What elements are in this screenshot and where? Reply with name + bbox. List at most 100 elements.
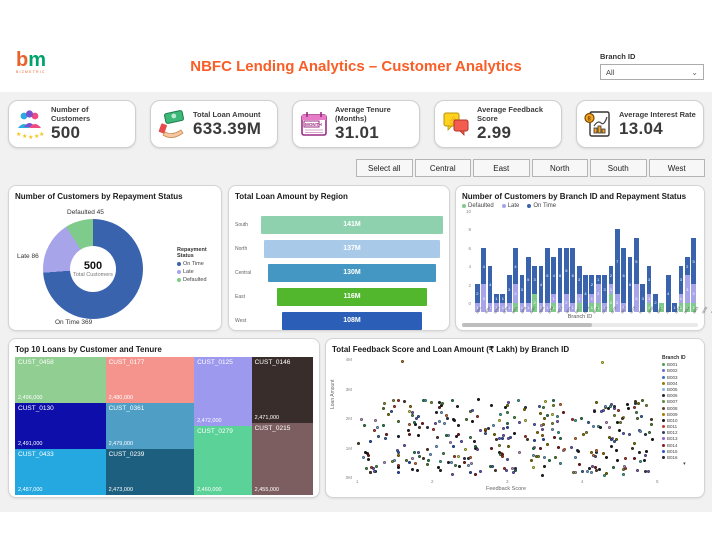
region-filter-north[interactable]: North (531, 159, 588, 177)
stacked-bar-segment: 3 (602, 275, 607, 303)
treemap-cell-cust_0215[interactable]: CUST_0215 2,455,000 (251, 422, 313, 495)
scatter-point (372, 470, 376, 474)
stacked-bar[interactable]: 3 (640, 284, 646, 312)
scatter-point (440, 410, 444, 414)
stacked-bar-segment: 2 (595, 284, 601, 303)
treemap-cell-cust_0177[interactable]: CUST_0177 2,480,000 (105, 357, 195, 404)
stacked-bar[interactable]: 1 (672, 302, 677, 312)
scatter-legend-item[interactable]: B007 (662, 399, 686, 404)
scatter-legend-item[interactable]: B016 (662, 455, 686, 460)
stacked-bar[interactable]: 1 (659, 302, 665, 312)
stacked-legend-item[interactable]: Late (501, 203, 519, 209)
stacked-bar[interactable]: 2 (653, 293, 658, 312)
treemap-cell-cust_0130[interactable]: CUST_0130 2,491,000 (15, 403, 106, 450)
region-filter-select-all[interactable]: Select all (356, 159, 413, 177)
treemap-cell-cust_0146[interactable]: CUST_0146 2,471,000 (251, 357, 313, 423)
funnel-bar-east[interactable]: 116M (277, 287, 427, 306)
funnel-bar-north[interactable]: 137M (263, 239, 441, 258)
kpi-card-number-of-customers[interactable]: ★ ★ ★ ★ ★ Number of Customers 500 (8, 100, 136, 148)
treemap-cell-cust_0279[interactable]: CUST_0279 2,460,000 (194, 426, 252, 495)
stacked-bar[interactable]: 6 (627, 256, 633, 312)
region-filter-east[interactable]: East (473, 159, 530, 177)
donut-legend-label: Defaulted (183, 277, 207, 283)
donut-legend-item[interactable]: On Time (177, 261, 217, 267)
legend-scroll-down-icon[interactable]: ▾ (683, 461, 686, 467)
treemap-cell-cust_0125[interactable]: CUST_0125 2,472,000 (194, 357, 252, 426)
scatter-point (561, 411, 565, 415)
kpi-card-total-loan-amount[interactable]: Total Loan Amount 633.39M (150, 100, 278, 148)
scatter-legend-item[interactable]: B003 (662, 375, 686, 380)
region-filter-west[interactable]: West (648, 159, 705, 177)
treemap-cell-cust_0458[interactable]: CUST_0458 2,496,000 (15, 357, 106, 404)
branch-filter-dropdown[interactable]: All ⌄ (600, 64, 704, 80)
scatter-legend-item[interactable]: B009 (662, 412, 686, 417)
donut-legend-item[interactable]: Late (177, 269, 217, 275)
stacked-legend-item[interactable]: Defaulted (462, 203, 494, 209)
page-title: NBFC Lending Analytics – Customer Analyt… (190, 58, 522, 75)
scatter-legend-item[interactable]: B008 (662, 406, 686, 411)
kpi-card-average-interest-rate[interactable]: 8 Average Interest Rate 13.04 (576, 100, 704, 148)
funnel-bar-west[interactable]: 108M (282, 311, 422, 330)
donut-legend-item[interactable]: Defaulted (177, 277, 217, 283)
treemap-cell-cust_0239[interactable]: CUST_0239 2,473,000 (105, 449, 195, 495)
scatter-legend-item[interactable]: B001 (662, 362, 686, 367)
stacked-bar[interactable]: 4 (583, 275, 588, 312)
treemap-cell-cust_0361[interactable]: CUST_0361 2,479,000 (105, 403, 195, 450)
scatter-legend-item[interactable]: B015 (662, 449, 686, 454)
logo-subtext: BIZMETRIC (16, 70, 46, 74)
scatter-legend-item[interactable]: B006 (662, 393, 686, 398)
scatter-legend-item[interactable]: B014 (662, 443, 686, 448)
stacked-bar[interactable]: 4 (665, 275, 671, 312)
treemap-cell-cust_0433[interactable]: CUST_0433 2,487,000 (15, 449, 106, 495)
scatter-point (612, 413, 616, 417)
funnel-bar-central[interactable]: 130M (268, 263, 436, 282)
scatter-point (476, 398, 480, 402)
scatter-legend-item[interactable]: B013 (662, 436, 686, 441)
stacked-legend-item[interactable]: On Time (527, 203, 556, 209)
scatter-legend-item[interactable]: B002 (662, 368, 686, 373)
kpi-card-average-tenure-months-[interactable]: MONTH Average Tenure (Months) 31.01 (292, 100, 420, 148)
scatter-point (434, 422, 437, 426)
scatter-point (421, 398, 425, 402)
scatter-outlier-point (401, 359, 404, 363)
region-filter-central[interactable]: Central (414, 159, 471, 177)
funnel-bar-south[interactable]: 141M (261, 215, 443, 234)
scatter-legend-item[interactable]: B012 (662, 430, 686, 435)
stacked-chart-scrollbar[interactable] (462, 323, 592, 327)
scatter-legend-item[interactable]: B011 (662, 424, 686, 429)
scatter-point (384, 432, 388, 436)
scatter-legend-item[interactable]: B010 (662, 418, 686, 423)
region-filter-south[interactable]: South (590, 159, 647, 177)
kpi-card-average-feedback-score[interactable]: 👍 Average Feedback Score 2.99 (434, 100, 562, 148)
scatter-legend-item[interactable]: B005 (662, 387, 686, 392)
scatter-legend-item[interactable]: B004 (662, 381, 686, 386)
